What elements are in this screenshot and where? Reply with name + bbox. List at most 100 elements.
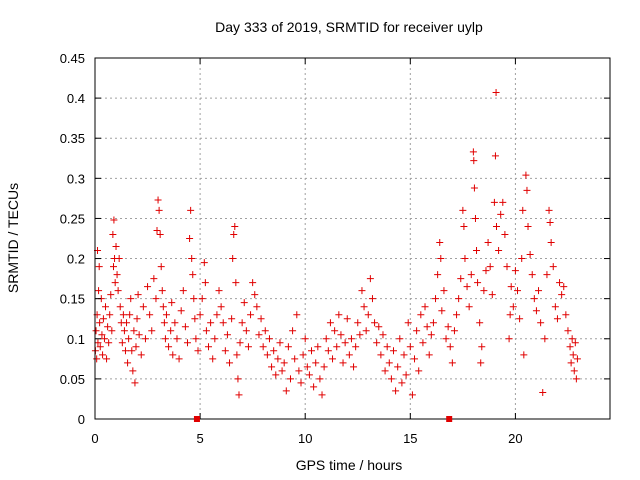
data-point [415,367,423,375]
data-point [205,343,213,351]
x-tick-label: 20 [508,431,522,446]
data-point [358,287,366,295]
data-point [455,295,463,303]
data-point [373,339,381,347]
data-point [402,371,410,379]
data-point [202,327,210,335]
data-point [322,335,330,343]
data-point [259,343,267,351]
data-point [350,363,358,371]
data-point [477,359,485,367]
data-point [295,367,303,375]
data-point [189,271,197,279]
data-point [268,363,276,371]
data-point [532,307,540,315]
data-point [112,243,120,251]
data-point [345,351,353,359]
data-point [432,295,440,303]
chart-title: Day 333 of 2019, SRMTID for receiver uyl… [215,19,483,35]
data-point [364,311,372,319]
data-point [159,303,167,311]
data-point [480,287,488,295]
data-point [251,291,259,299]
data-point [572,375,580,383]
data-point [383,343,391,351]
data-point [161,335,169,343]
data-point [104,323,112,331]
data-point [503,263,511,271]
data-point [360,303,368,311]
data-point [453,311,461,319]
data-point [236,339,244,347]
data-point [440,287,448,295]
data-point [158,287,166,295]
data-point [523,186,531,194]
data-point [94,339,102,347]
data-point [310,383,318,391]
data-point [482,267,490,275]
data-point [573,355,581,363]
data-point [329,355,337,363]
data-point [486,263,494,271]
data-point [381,367,389,375]
y-tick-label: 0 [78,412,85,427]
data-point [152,295,160,303]
data-point [356,331,364,339]
data-point [100,335,108,343]
data-point [301,335,309,343]
x-tick-label: 5 [196,431,203,446]
data-point [470,157,478,165]
y-axis-label: SRMTID / TECUs [5,183,21,293]
data-point [244,343,252,351]
data-point [96,343,104,351]
data-point [191,315,199,323]
data-point [476,319,484,327]
data-point [436,239,444,247]
data-point [411,355,419,363]
data-point [186,235,194,242]
data-point [499,198,507,206]
data-point [146,311,154,319]
data-point [387,375,395,383]
data-point [253,303,261,311]
data-point [520,351,528,359]
data-point [427,331,435,339]
data-point [92,327,100,335]
data-point [234,375,242,383]
data-point [324,347,332,355]
data-point [528,271,536,279]
data-point [375,323,383,331]
y-tick-label: 0.4 [67,91,85,106]
data-point [155,206,163,214]
data-point [133,315,141,323]
data-point [396,335,404,343]
data-point [519,206,527,214]
data-point [96,319,104,327]
data-point [560,283,568,291]
data-point [553,315,561,323]
data-point [228,315,236,323]
data-point [124,359,132,367]
data-point [488,291,496,299]
data-point [270,347,278,355]
data-point [419,339,427,347]
data-point [106,311,114,319]
data-point [103,355,111,363]
data-point [379,331,387,339]
grid-lines [95,58,610,419]
data-point [150,275,158,283]
data-point [134,291,142,299]
data-point [457,275,465,283]
data-point [434,271,442,279]
data-point [492,222,500,230]
data-point [291,355,299,363]
data-point [201,279,209,287]
data-point [505,335,513,343]
data-point [404,319,412,327]
y-tick-label: 0.45 [60,51,85,66]
data-point [135,331,143,339]
data-point [312,359,320,367]
data-point [126,311,134,319]
data-point [473,247,481,255]
data-point [177,307,185,315]
